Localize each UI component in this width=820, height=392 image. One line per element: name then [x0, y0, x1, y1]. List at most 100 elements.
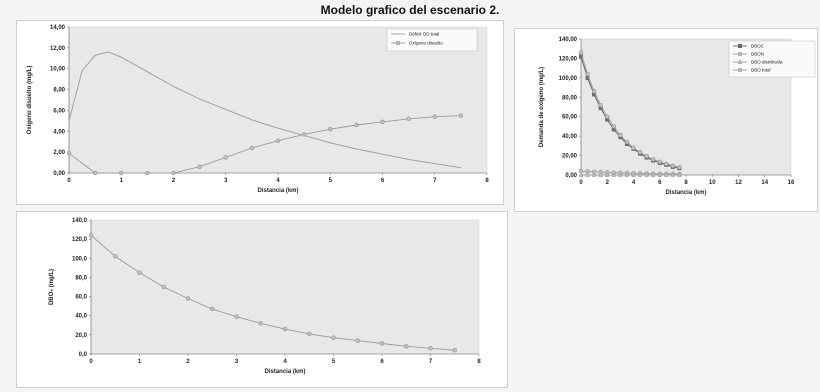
- y-tick-label: 40,0: [75, 314, 87, 320]
- legend-marker: [737, 59, 743, 64]
- data-point: [88, 233, 94, 238]
- x-tick-label: 0: [67, 178, 71, 184]
- legend-box: [728, 40, 816, 78]
- y-tick-label: 0,00: [53, 171, 65, 177]
- data-point: [171, 170, 176, 176]
- series-line: [68, 115, 461, 174]
- y-tick-label: 80,00: [562, 95, 578, 101]
- data-point: [631, 145, 636, 151]
- data-point: [428, 346, 433, 351]
- data-point: [591, 172, 597, 177]
- y-tick-label: 60,0: [75, 295, 87, 301]
- data-point: [223, 155, 228, 160]
- x-tick-label: 0: [579, 180, 583, 186]
- y-tick-label: 140,00: [559, 37, 578, 43]
- x-tick-label: 8: [485, 178, 489, 184]
- legend-marker: [737, 51, 743, 57]
- data-point: [611, 172, 617, 177]
- data-point: [585, 172, 590, 177]
- y-tick-label: 8,00: [53, 88, 65, 94]
- chart-panel-dbo5: 0,0 20,0 40,0 60,0 80,0 100,0 120,0 140,0 0 1 2 3 4 5…: [16, 211, 508, 388]
- x-tick-label: 6: [380, 359, 384, 365]
- data-point: [624, 172, 630, 177]
- data-point: [618, 132, 623, 138]
- x-axis-title: Distancia (km): [257, 188, 298, 194]
- legend-marker: [737, 43, 742, 48]
- data-point: [657, 159, 662, 165]
- x-tick-label: 3: [235, 359, 239, 365]
- data-point: [644, 153, 649, 159]
- data-point: [637, 172, 643, 177]
- series-0: [88, 233, 457, 353]
- y-axis-title: DBO₅ (mg/L): [49, 269, 55, 305]
- data-point: [585, 71, 590, 77]
- legend-label: DBO distribuida: [751, 60, 783, 65]
- y-tick-label: 80,0: [75, 275, 87, 281]
- data-point: [185, 296, 191, 301]
- data-point: [458, 113, 464, 118]
- data-point: [249, 145, 255, 151]
- data-point: [578, 172, 584, 177]
- data-point: [677, 164, 682, 170]
- y-axis-title: Demanda de oxígeno (mg/L): [539, 67, 545, 147]
- data-point: [664, 161, 669, 167]
- data-point: [663, 172, 669, 177]
- data-point: [432, 114, 437, 119]
- series-0: [68, 51, 461, 169]
- data-point: [379, 341, 385, 346]
- data-point: [598, 172, 604, 177]
- plot-area: [68, 26, 488, 174]
- data-point: [631, 172, 636, 177]
- x-tick-label: 6: [381, 178, 385, 184]
- oxygen-demand-chart: 0,00 20,00 40,00 60,00 80,00 100,00 120,00 140,…: [539, 37, 816, 196]
- data-point: [637, 149, 643, 155]
- y-tick-label: 0,00: [565, 173, 577, 179]
- data-point: [670, 172, 676, 177]
- dissolved-oxygen-chart: 0,00 2,00 4,00 6,00 8,00 10,00 12,00 14,00 0 1 2 3 4…: [27, 25, 489, 194]
- data-point: [119, 170, 124, 176]
- legend-label: DBOC: [751, 44, 765, 49]
- x-tick-label: 7: [433, 178, 437, 184]
- x-tick-label: 4: [632, 180, 636, 186]
- y-tick-label: 100,00: [559, 76, 578, 82]
- legend-marker: [395, 40, 401, 46]
- legend-label: DBON: [751, 52, 764, 57]
- x-tick-label: 2: [172, 178, 176, 184]
- data-point: [113, 254, 118, 259]
- data-point: [644, 172, 649, 177]
- chart-panel-oxygen-demand: 0,00 20,00 40,00 60,00 80,00 100,00 120,00 140,…: [514, 28, 818, 212]
- data-point: [354, 122, 359, 128]
- x-tick-label: 3: [224, 178, 228, 184]
- legend-label: Oxígeno disuelto: [409, 41, 443, 46]
- y-tick-label: 12,00: [50, 46, 66, 52]
- y-tick-label: 20,00: [562, 154, 578, 160]
- data-point: [452, 347, 457, 353]
- series-2: [578, 172, 682, 177]
- x-tick-label: 1: [138, 359, 142, 365]
- y-tick-label: 20,0: [75, 333, 87, 339]
- data-point: [307, 331, 312, 337]
- y-tick-label: 140,0: [72, 218, 88, 224]
- series-1: [66, 113, 464, 176]
- data-point: [161, 284, 166, 290]
- y-tick-label: 4,00: [53, 129, 65, 135]
- data-point: [328, 126, 333, 132]
- data-point: [591, 89, 597, 94]
- series-line: [580, 52, 680, 168]
- x-tick-label: 2: [606, 180, 610, 186]
- chart-panel-dissolved-oxygen: 0,00 2,00 4,00 6,00 8,00 10,00 12,00 14,00 0 1 2 3 4…: [16, 20, 504, 205]
- data-point: [598, 102, 603, 108]
- data-point: [624, 139, 630, 145]
- data-point: [137, 270, 142, 275]
- data-point: [406, 116, 411, 122]
- series-line: [90, 234, 455, 351]
- data-point: [657, 172, 663, 177]
- data-point: [66, 150, 72, 156]
- data-point: [650, 157, 656, 162]
- series-line: [580, 170, 680, 175]
- x-tick-label: 0: [89, 359, 93, 365]
- x-tick-label: 12: [735, 180, 742, 186]
- legend: DBOC DBON DBO distribuida DBO total: [728, 40, 816, 78]
- data-point: [677, 172, 682, 177]
- y-tick-label: 40,00: [562, 134, 578, 140]
